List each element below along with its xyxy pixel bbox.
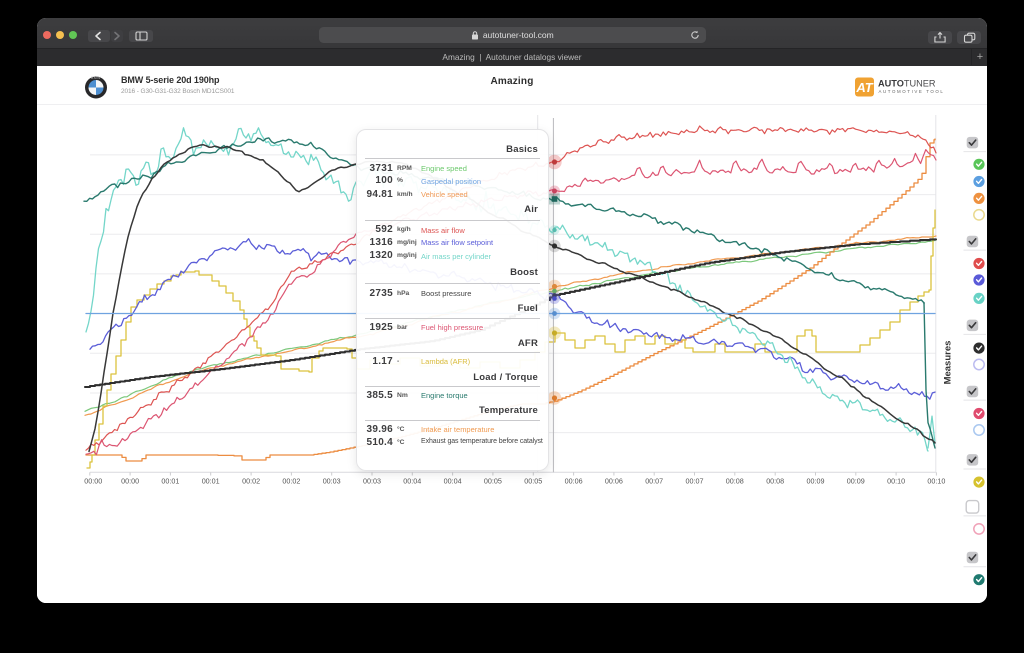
svg-text:00:10: 00:10 <box>887 477 905 486</box>
svg-text:00:01: 00:01 <box>161 477 179 486</box>
svg-text:Measures: Measures <box>943 341 954 385</box>
svg-text:AT: AT <box>855 80 873 95</box>
svg-text:AUTOMOTIVE TOOL: AUTOMOTIVE TOOL <box>879 89 945 94</box>
svg-text:00:02: 00:02 <box>242 477 260 486</box>
svg-text:00:10: 00:10 <box>927 477 945 486</box>
svg-text:00:00: 00:00 <box>121 477 139 486</box>
svg-text:00:01: 00:01 <box>202 477 220 486</box>
svg-text:AUTOTUNER: AUTOTUNER <box>878 78 936 88</box>
svg-text:00:05: 00:05 <box>524 477 542 486</box>
svg-text:00:06: 00:06 <box>605 477 623 486</box>
svg-text:00:07: 00:07 <box>686 477 704 486</box>
svg-text:00:03: 00:03 <box>363 477 381 486</box>
svg-text:00:08: 00:08 <box>766 477 784 486</box>
svg-text:00:00: 00:00 <box>84 477 102 486</box>
svg-text:00:06: 00:06 <box>565 477 583 486</box>
svg-text:00:09: 00:09 <box>807 477 825 486</box>
svg-text:00:08: 00:08 <box>726 477 744 486</box>
svg-text:00:04: 00:04 <box>403 477 421 486</box>
svg-text:BMW: BMW <box>91 76 101 80</box>
svg-text:00:07: 00:07 <box>645 477 663 486</box>
svg-text:00:03: 00:03 <box>323 477 341 486</box>
svg-text:00:04: 00:04 <box>444 477 462 486</box>
svg-text:00:02: 00:02 <box>282 477 300 486</box>
svg-text:00:09: 00:09 <box>847 477 865 486</box>
svg-text:00:05: 00:05 <box>484 477 502 486</box>
